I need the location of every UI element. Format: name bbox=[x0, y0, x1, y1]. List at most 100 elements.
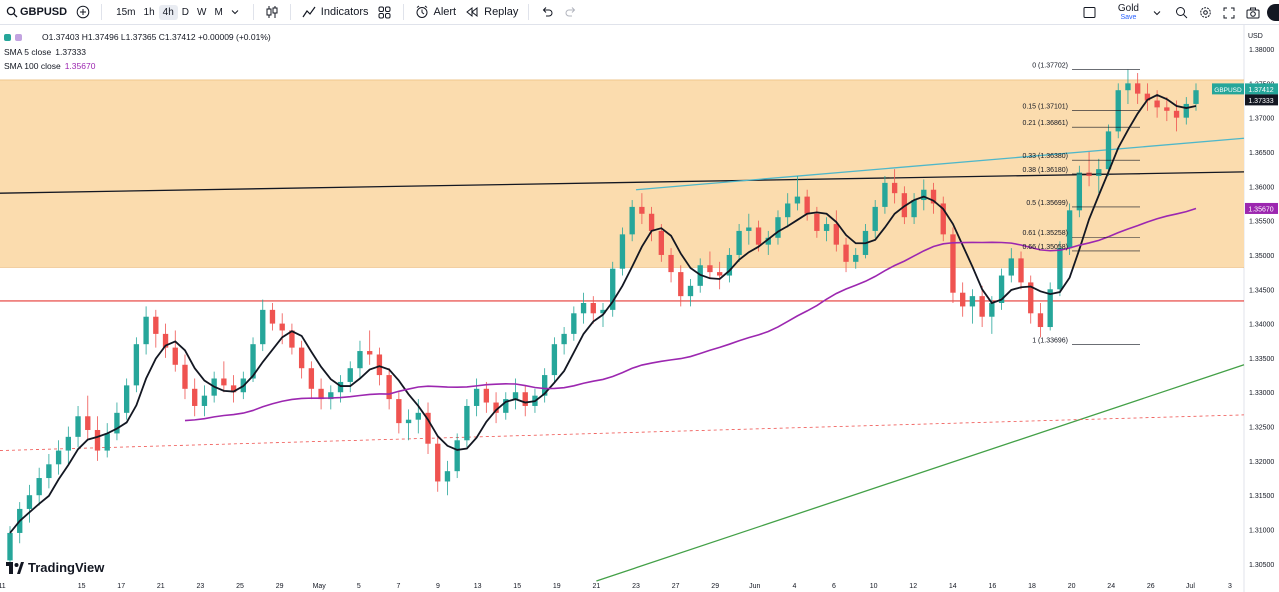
price-tick-label: 1.38000 bbox=[1249, 47, 1274, 54]
ohlc-row: O1.37403 H1.37496 L1.37365 C1.37412 +0.0… bbox=[4, 30, 271, 45]
candle-body bbox=[590, 303, 596, 314]
interval-1h[interactable]: 1h bbox=[143, 6, 155, 18]
candle-body bbox=[454, 440, 460, 472]
camera-icon[interactable] bbox=[1245, 5, 1261, 21]
replay-icon bbox=[464, 4, 480, 20]
candle-body bbox=[483, 388, 490, 403]
candle-body bbox=[298, 347, 305, 369]
sma5-line bbox=[9, 94, 1197, 534]
layout-icon[interactable] bbox=[1082, 5, 1098, 21]
price-tick-label: 1.31000 bbox=[1249, 528, 1274, 535]
candle-body bbox=[1105, 131, 1112, 170]
candle-body bbox=[464, 405, 470, 441]
templates-button[interactable] bbox=[373, 0, 397, 25]
candle-body bbox=[230, 385, 237, 393]
candles-icon bbox=[264, 4, 280, 20]
sma5-label: SMA 5 close bbox=[4, 46, 52, 57]
candle-body bbox=[775, 217, 781, 238]
fib-level-label: 0.33 (1.36380) bbox=[1022, 153, 1068, 160]
candle-body bbox=[765, 237, 771, 245]
price-chart[interactable]: USD 0 (1.37702) 0.15 (1.37101) 0.21 (1.368… bbox=[0, 25, 1279, 592]
price-axis[interactable] bbox=[1244, 25, 1279, 581]
time-tick-label: 12 bbox=[909, 583, 917, 590]
indicators-label: Indicators bbox=[320, 6, 369, 18]
chart-type-button[interactable] bbox=[260, 0, 284, 25]
candle-body bbox=[104, 433, 110, 451]
candle-body bbox=[493, 402, 499, 413]
interval-15m[interactable]: 15m bbox=[116, 6, 136, 18]
chevron-down-icon[interactable] bbox=[227, 4, 243, 20]
candle-body bbox=[891, 182, 898, 194]
last-price-value: 1.37412 bbox=[1248, 87, 1273, 94]
interval-4h[interactable]: 4h bbox=[158, 4, 178, 20]
avatar[interactable] bbox=[1267, 4, 1279, 21]
logo-icon bbox=[6, 561, 24, 574]
price-tick-label: 1.31500 bbox=[1249, 493, 1274, 500]
candle-body bbox=[707, 265, 713, 273]
candle-body bbox=[1193, 90, 1199, 104]
divider bbox=[528, 4, 530, 20]
time-tick-label: 10 bbox=[870, 583, 878, 590]
chevron-down-icon[interactable] bbox=[1149, 5, 1165, 21]
interval-m[interactable]: M bbox=[214, 6, 223, 18]
candle-body bbox=[716, 272, 723, 276]
watermark-text: TradingView bbox=[28, 560, 105, 575]
alert-button[interactable]: Alert bbox=[410, 0, 461, 25]
sma5-price-tag bbox=[1245, 94, 1278, 106]
candle-body bbox=[921, 189, 927, 201]
candle-body bbox=[1086, 172, 1092, 177]
candle-body bbox=[522, 392, 528, 406]
layout-name-button[interactable]: Gold Save bbox=[1118, 3, 1139, 22]
fib-level-label: 1 (1.33696) bbox=[1032, 337, 1068, 344]
candle-body bbox=[833, 224, 839, 245]
time-tick-label: 19 bbox=[553, 583, 561, 590]
last-price-name-tag bbox=[1212, 83, 1244, 95]
trend-line-support bbox=[596, 364, 1245, 582]
symbol-search[interactable]: GBPUSD bbox=[0, 0, 71, 25]
fullscreen-icon[interactable] bbox=[1221, 5, 1237, 21]
last-price-name: GBPUSD bbox=[1214, 87, 1242, 94]
save-label: Save bbox=[1120, 13, 1137, 21]
candle-body bbox=[192, 388, 198, 406]
candle-body bbox=[1008, 258, 1014, 276]
time-tick-label: 16 bbox=[989, 583, 997, 590]
undo-button[interactable] bbox=[535, 0, 559, 25]
price-tick-label: 1.33500 bbox=[1249, 356, 1274, 363]
interval-w[interactable]: W bbox=[197, 6, 207, 18]
time-tick-label: 24 bbox=[1107, 583, 1115, 590]
interval-d[interactable]: D bbox=[181, 6, 189, 18]
compare-button[interactable] bbox=[71, 0, 95, 25]
sma100-row[interactable]: SMA 100 close 1.35670 bbox=[4, 59, 271, 74]
settings-icon[interactable] bbox=[1197, 5, 1213, 21]
price-tick-label: 1.37000 bbox=[1249, 116, 1274, 123]
candle-body bbox=[503, 399, 509, 413]
indicators-button[interactable]: Indicators bbox=[297, 0, 373, 25]
candle-body bbox=[979, 296, 985, 317]
search-icon[interactable] bbox=[1173, 5, 1189, 21]
alert-icon bbox=[414, 4, 430, 20]
sma5-row[interactable]: SMA 5 close 1.37333 bbox=[4, 45, 271, 60]
candle-body bbox=[571, 313, 577, 334]
sma100-value: 1.35670 bbox=[64, 61, 96, 71]
candle-body bbox=[75, 416, 81, 437]
candle-body bbox=[1164, 107, 1170, 111]
time-tick-label: 18 bbox=[1028, 583, 1036, 590]
status-dot bbox=[15, 33, 22, 41]
time-tick-label: 29 bbox=[711, 583, 719, 590]
fib-level-label: 0.66 (1.35058) bbox=[1022, 244, 1068, 251]
candle-body bbox=[950, 234, 956, 293]
time-tick-label: 3 bbox=[1228, 583, 1232, 590]
candle-body bbox=[639, 206, 645, 214]
time-tick-label: 20 bbox=[1068, 583, 1076, 590]
chart-legend: O1.37403 H1.37496 L1.37365 C1.37412 +0.0… bbox=[4, 30, 271, 74]
replay-button[interactable]: Replay bbox=[460, 0, 522, 25]
candle-body bbox=[619, 234, 626, 269]
candle-body bbox=[347, 368, 353, 382]
candle-body bbox=[969, 296, 976, 307]
candle-body bbox=[668, 254, 674, 273]
redo-button[interactable] bbox=[559, 0, 583, 25]
fib-level-label: 0.21 (1.36861) bbox=[1022, 120, 1068, 127]
candle-body bbox=[201, 395, 208, 406]
trend-line-upper-channel bbox=[635, 137, 1245, 191]
candle-body bbox=[328, 392, 334, 400]
